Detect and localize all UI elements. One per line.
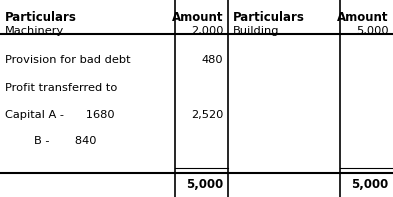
Text: 2,000: 2,000 [191, 26, 223, 35]
Text: 480: 480 [202, 55, 223, 65]
Text: B -       840: B - 840 [5, 136, 96, 146]
Bar [228, 34, 340, 173]
Bar [0, 173, 175, 197]
Text: Particulars: Particulars [233, 11, 305, 24]
Text: Amount: Amount [337, 11, 388, 24]
Text: 5,000: 5,000 [351, 178, 388, 191]
Bar [175, 173, 228, 197]
Text: Particulars: Particulars [5, 11, 77, 24]
Bar [0, 34, 175, 173]
Text: Profit transferred to: Profit transferred to [5, 83, 117, 93]
Text: 5,000: 5,000 [186, 178, 223, 191]
Text: Provision for bad debt: Provision for bad debt [5, 55, 130, 65]
Text: Amount: Amount [172, 11, 223, 24]
Text: 2,520: 2,520 [191, 110, 223, 120]
Text: 5,000: 5,000 [356, 26, 388, 35]
Bar [175, 34, 228, 173]
Text: Capital A -      1680: Capital A - 1680 [5, 110, 114, 120]
Text: Building: Building [233, 26, 279, 35]
Text: Machinery: Machinery [5, 26, 64, 35]
Bar [340, 173, 393, 197]
Bar [0, 0, 393, 34]
Bar [340, 34, 393, 173]
Bar [228, 173, 340, 197]
